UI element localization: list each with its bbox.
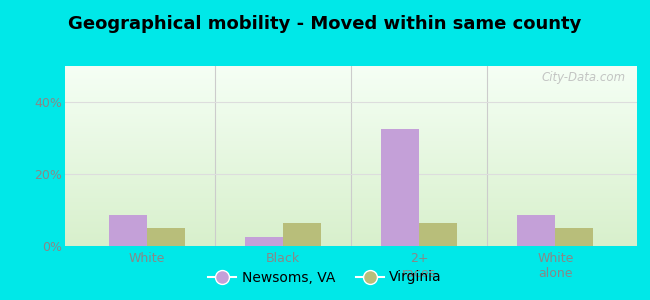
Bar xyxy=(381,129,419,246)
Text: City-Data.com: City-Data.com xyxy=(541,71,625,84)
Bar xyxy=(555,228,593,246)
Bar xyxy=(245,237,283,246)
Bar xyxy=(147,228,185,246)
Bar xyxy=(419,223,457,246)
Bar xyxy=(517,215,555,246)
Bar xyxy=(283,223,321,246)
Bar xyxy=(109,215,147,246)
Text: Geographical mobility - Moved within same county: Geographical mobility - Moved within sam… xyxy=(68,15,582,33)
Legend: Newsoms, VA, Virginia: Newsoms, VA, Virginia xyxy=(203,265,447,290)
